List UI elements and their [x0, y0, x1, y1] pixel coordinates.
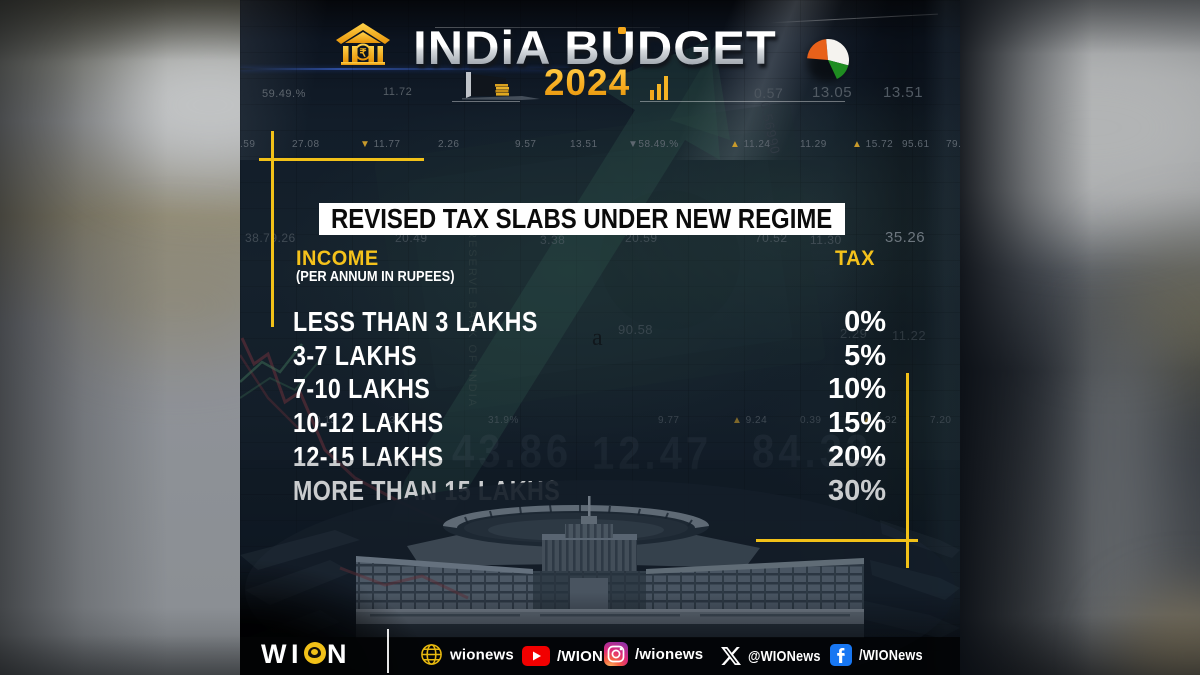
- svg-text:₹: ₹: [360, 48, 367, 60]
